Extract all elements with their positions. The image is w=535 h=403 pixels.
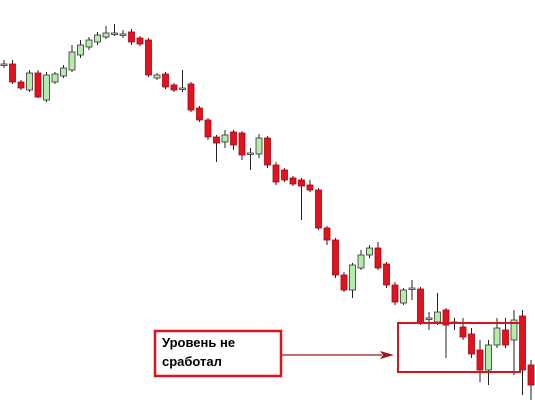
candle-body bbox=[230, 131, 237, 146]
candle-body bbox=[332, 239, 339, 276]
candle-body bbox=[128, 31, 135, 43]
candle-body bbox=[51, 73, 59, 83]
candle-body bbox=[43, 74, 50, 101]
candle-body bbox=[136, 37, 144, 45]
candle-body bbox=[272, 164, 280, 183]
candle-body bbox=[510, 319, 518, 341]
candle-body bbox=[34, 72, 42, 98]
candle-body bbox=[425, 317, 433, 320]
candle-body bbox=[153, 74, 161, 79]
annotation-box bbox=[153, 329, 283, 378]
candle-body bbox=[179, 87, 186, 90]
candle-body bbox=[476, 349, 484, 371]
candle-body bbox=[238, 132, 246, 156]
candle-body bbox=[162, 73, 169, 88]
candle-body bbox=[485, 344, 492, 371]
candle-body bbox=[0, 63, 8, 66]
candle-body bbox=[68, 51, 76, 71]
candle-body bbox=[434, 311, 441, 323]
candle-body bbox=[9, 63, 16, 83]
candle-body bbox=[264, 137, 271, 166]
candle-body bbox=[357, 254, 365, 269]
highlight-box bbox=[397, 322, 521, 373]
candle-body bbox=[323, 227, 331, 241]
candle-body bbox=[187, 83, 195, 111]
annotation-text: сработал bbox=[162, 354, 222, 369]
candle-body bbox=[247, 152, 254, 155]
candle-body bbox=[221, 134, 229, 143]
arrow-head bbox=[380, 351, 394, 359]
candle-body bbox=[502, 329, 509, 346]
candle-body bbox=[417, 288, 424, 323]
candle-body bbox=[408, 287, 416, 290]
candle-body bbox=[289, 177, 297, 185]
candle-body bbox=[102, 32, 110, 38]
candle-body bbox=[400, 289, 407, 304]
candle-body bbox=[306, 184, 314, 191]
candle-body bbox=[77, 44, 84, 56]
candle-body bbox=[391, 284, 399, 303]
candle-body bbox=[94, 34, 101, 43]
candle-body bbox=[170, 84, 178, 91]
candle-body bbox=[213, 136, 220, 144]
candle-body bbox=[340, 274, 348, 291]
candle-body bbox=[60, 67, 67, 77]
candle-body bbox=[196, 107, 203, 121]
candles bbox=[0, 24, 535, 400]
candle-body bbox=[349, 264, 356, 291]
candle-body bbox=[17, 81, 25, 89]
candle-body bbox=[366, 247, 373, 256]
candle-body bbox=[442, 309, 450, 326]
candle-body bbox=[26, 72, 33, 91]
candle-body bbox=[204, 119, 212, 138]
candle-body bbox=[85, 39, 93, 48]
candle-body bbox=[298, 179, 305, 187]
candle-body bbox=[468, 333, 475, 355]
annotation-text: Уровень не bbox=[162, 335, 235, 350]
candle-body bbox=[111, 32, 118, 35]
candle-body bbox=[145, 39, 152, 76]
candle-body bbox=[255, 137, 263, 155]
candle-body bbox=[374, 247, 382, 269]
candle-body bbox=[493, 327, 501, 346]
candle-body bbox=[281, 169, 288, 181]
candle-body bbox=[119, 33, 127, 36]
candle-body bbox=[527, 364, 535, 386]
candle-body bbox=[459, 326, 467, 338]
candle-body bbox=[383, 263, 390, 286]
candle-body bbox=[315, 189, 322, 229]
